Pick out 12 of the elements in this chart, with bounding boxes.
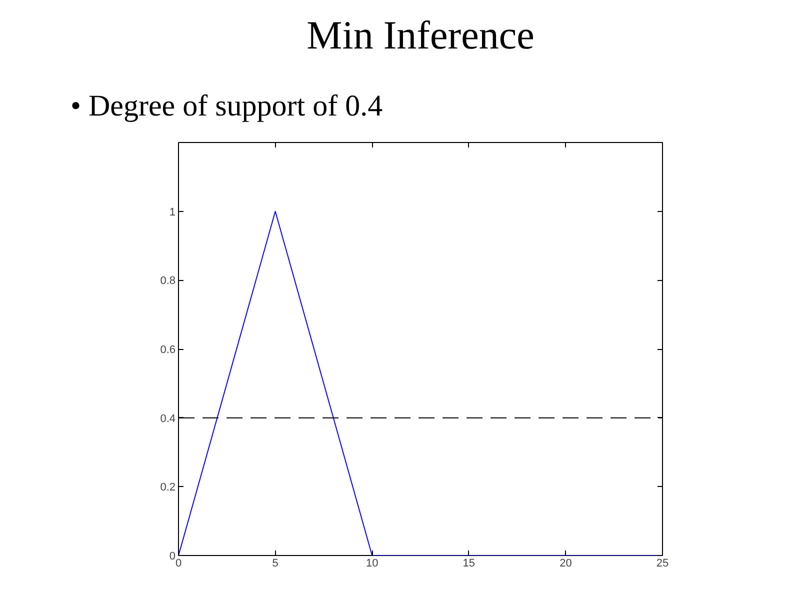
x-tick-label: 10 <box>366 558 378 570</box>
y-tick-label: 0.8 <box>160 275 176 288</box>
x-tick-label: 5 <box>272 558 278 570</box>
chart-title: Min Inference <box>306 12 534 58</box>
y-tick-label: 0.4 <box>160 412 176 425</box>
y-tick-label: 0.2 <box>160 482 176 494</box>
x-tick-label: 25 <box>656 558 669 570</box>
x-tick-label: 20 <box>560 558 572 570</box>
chart-subtitle: • Degree of support of 0.4 <box>70 90 383 122</box>
y-tick-label: 1 <box>169 206 176 218</box>
x-tick-label: 15 <box>462 558 476 570</box>
y-tick-label: 0.6 <box>160 344 176 356</box>
